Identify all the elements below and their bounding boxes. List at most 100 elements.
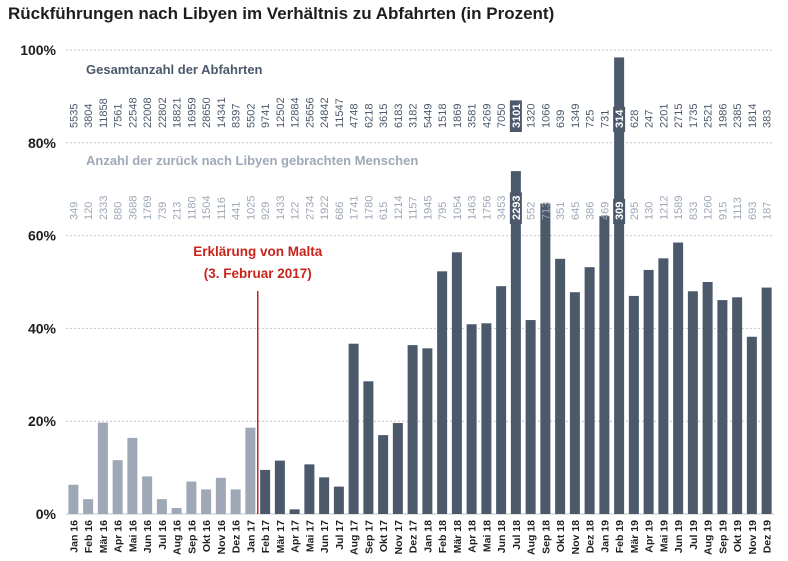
departure-count-label: 12502 (275, 97, 287, 128)
returned-count-label: 929 (260, 202, 272, 220)
x-tick-label: Mär 19 (629, 520, 641, 553)
departure-count-label: 22008 (142, 97, 154, 128)
bar (245, 427, 256, 514)
x-tick-label: Jan 16 (68, 520, 80, 553)
returned-count-label: 795 (437, 202, 449, 220)
highlight-box (509, 100, 522, 132)
y-tick-label: 20% (28, 413, 57, 429)
bar (304, 464, 315, 514)
returned-count-label: 1463 (467, 196, 479, 220)
bar (422, 348, 433, 514)
departure-count-label: 7561 (113, 104, 125, 128)
returned-count-label: 686 (334, 202, 346, 220)
returned-count-label: 1113 (732, 197, 744, 220)
x-tick-label: Dez 17 (408, 520, 420, 553)
x-tick-label: Jan 18 (422, 520, 434, 553)
bar (687, 291, 698, 514)
grid-lines (66, 49, 774, 515)
departure-count-label: 2715 (673, 104, 685, 128)
bar (274, 460, 285, 514)
returned-count-label: 3453 (496, 196, 508, 220)
departure-count-label: 6218 (363, 104, 375, 128)
bar (319, 477, 330, 514)
bar (525, 320, 536, 514)
x-tick-label: Apr 18 (467, 520, 479, 553)
x-tick-label: Aug 16 (172, 520, 184, 555)
bar (451, 252, 462, 514)
departure-count-label: 1986 (717, 104, 729, 128)
x-tick-label: Okt 18 (555, 520, 567, 552)
returned-count-label: 1054 (452, 196, 464, 220)
x-tick-label: Jan 17 (245, 520, 257, 553)
bar (97, 422, 108, 514)
departure-count-label: 6183 (393, 104, 405, 128)
departure-count-label: 16959 (186, 97, 198, 128)
returned-count-label: 349 (68, 202, 80, 220)
departure-count-label: 2201 (658, 104, 670, 128)
x-tick-label: Aug 17 (349, 520, 361, 555)
returned-count-label: 1945 (422, 196, 434, 220)
departure-count-label: 7050 (496, 104, 508, 128)
departure-count-label: 1518 (437, 104, 449, 128)
x-tick-label: Dez 18 (585, 520, 597, 553)
departure-count-label: 1349 (570, 104, 582, 128)
departure-count-label: 639 (555, 110, 567, 128)
bar (496, 286, 507, 514)
returned-count-label: 1180 (186, 196, 198, 220)
departure-count-label: 2521 (703, 104, 715, 128)
returned-count-label: 386 (585, 202, 597, 220)
bar (437, 271, 448, 514)
departure-count-label: 1066 (540, 104, 552, 128)
returned-count-label: 1260 (703, 196, 715, 220)
returned-count-label: 1504 (201, 196, 213, 220)
bar (186, 481, 197, 514)
bar (260, 469, 271, 514)
bar (156, 499, 167, 514)
x-tick-label: Dez 16 (231, 520, 243, 553)
returned-count-label: 309 (614, 202, 626, 220)
series-labels: Gesamtanzahl der Abfahrten Anzahl der zur… (68, 62, 774, 224)
axis-labels: 0%20%40%60%80%100%Jan 16 Feb 16 Mär 16 Apr … (20, 42, 773, 555)
x-tick-label: Apr 16 (113, 520, 125, 553)
highlight-box (613, 198, 626, 224)
departure-count-label: 8397 (231, 104, 243, 128)
returned-count-label: 295 (629, 202, 641, 220)
annotation-text: (3. Februar 2017) (204, 266, 312, 281)
bar (142, 476, 153, 514)
x-tick-label: Nov 16 (216, 520, 228, 555)
x-tick-label: Jun 16 (142, 520, 154, 553)
x-tick-label: Jan 19 (599, 520, 611, 553)
x-tick-label: Feb 18 (437, 520, 449, 553)
departure-count-label: 3101 (511, 104, 523, 128)
departure-count-label: 383 (762, 110, 774, 128)
bar (348, 343, 359, 514)
x-tick-label: Okt 17 (378, 520, 390, 552)
x-tick-label: Okt 16 (201, 520, 213, 552)
departure-count-label: 1320 (526, 104, 538, 128)
bar (599, 216, 610, 514)
x-tick-label: Feb 17 (260, 520, 272, 553)
bar (83, 499, 94, 514)
bar (761, 287, 772, 514)
x-tick-label: Mai 19 (658, 520, 670, 552)
x-tick-label: Sep 18 (540, 520, 552, 554)
departure-count-label: 731 (599, 110, 611, 128)
y-tick-label: 60% (28, 228, 57, 244)
departure-count-label: 18821 (172, 97, 184, 128)
returned-count-label: 645 (570, 202, 582, 220)
x-tick-label: Jul 19 (688, 520, 700, 550)
departure-count-label: 314 (614, 109, 626, 128)
departure-count-label: 14341 (216, 97, 228, 128)
y-tick-label: 0% (36, 506, 57, 522)
x-tick-label: Feb 16 (83, 520, 95, 553)
bar (127, 437, 138, 514)
departure-count-label: 11858 (98, 98, 110, 128)
x-tick-label: Nov 19 (747, 520, 759, 555)
series-label-total: Gesamtanzahl der Abfahrten (86, 62, 263, 77)
bar (702, 282, 713, 514)
bar (363, 381, 374, 514)
x-tick-label: Mär 18 (452, 520, 464, 553)
returned-count-label: 1741 (349, 196, 361, 220)
departure-count-label: 5502 (245, 104, 257, 128)
